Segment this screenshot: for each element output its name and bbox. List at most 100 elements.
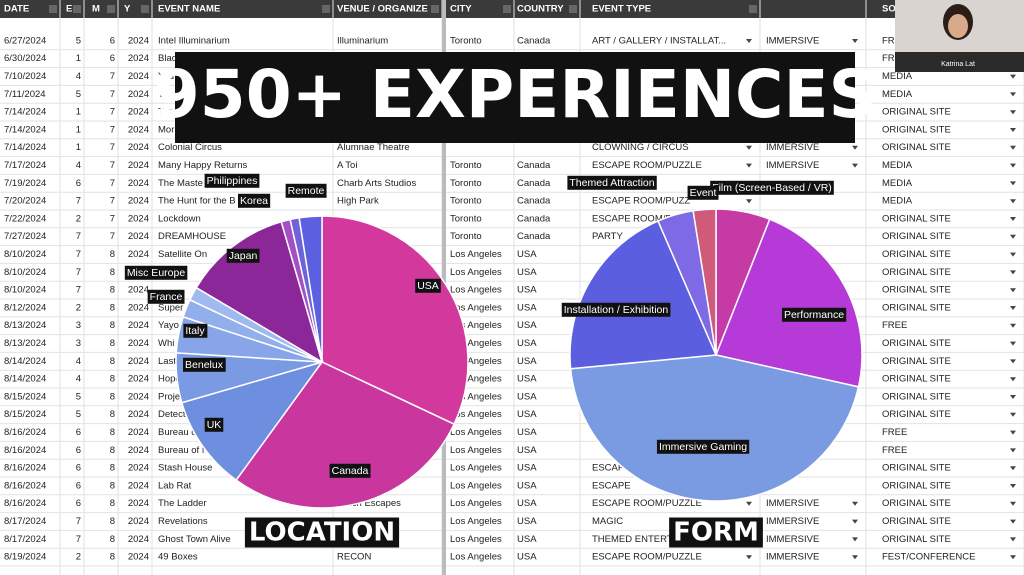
- label-background: [204, 173, 260, 188]
- cell: Los Angeles: [450, 285, 502, 296]
- cell: 8: [110, 498, 115, 509]
- cell: 2024: [128, 552, 149, 563]
- cell: ESCAPE ROOM/PUZZLE: [592, 160, 702, 171]
- dropdown-arrow: [852, 519, 858, 524]
- dropdown-arrow: [1010, 430, 1016, 435]
- cell: 8/16/2024: [4, 445, 46, 456]
- cell: 8/14/2024: [4, 374, 46, 385]
- cell: IMMERSIVE: [766, 498, 819, 509]
- cell: Los Angeles: [450, 480, 502, 491]
- cell: USA: [517, 445, 537, 456]
- column-header: VENUE / ORGANIZE: [337, 4, 428, 15]
- slice-label: Italy: [185, 325, 205, 337]
- cell: 6: [76, 480, 81, 491]
- label-background: [687, 185, 719, 200]
- cell: The Hunt for the B: [158, 196, 236, 207]
- cell: USA: [517, 285, 537, 296]
- filter-icon: [141, 5, 149, 13]
- cell: 8/16/2024: [4, 498, 46, 509]
- slice-label: Installation / Exhibition: [564, 304, 669, 316]
- cell: ORIGINAL SITE: [882, 534, 951, 545]
- cell: 8/17/2024: [4, 534, 46, 545]
- dropdown-arrow: [746, 145, 752, 150]
- cell: Los Angeles: [450, 516, 502, 527]
- dropdown-arrow: [1010, 199, 1016, 204]
- cell: Revelations: [158, 516, 208, 527]
- cell: 2024: [128, 445, 149, 456]
- cell: 7: [76, 534, 81, 545]
- cell: Bureau of: [158, 427, 200, 438]
- cell: Hatch Escapes: [337, 498, 401, 509]
- cell: ORIGINAL SITE: [882, 302, 951, 313]
- cell: Last: [158, 356, 176, 367]
- chart-title-background: [669, 517, 763, 548]
- dropdown-arrow: [852, 555, 858, 560]
- cell: 7/14/2024: [4, 107, 46, 118]
- cell: 2024: [128, 249, 149, 260]
- cell: FEST/CONFERENCE: [882, 552, 975, 563]
- cell: 7: [76, 231, 81, 242]
- cell: ORIGINAL SITE: [882, 463, 951, 474]
- cell: 8: [110, 285, 115, 296]
- cell: Los Angeles: [450, 463, 502, 474]
- cell: USA: [517, 427, 537, 438]
- dropdown-arrow: [1010, 341, 1016, 346]
- cell: Los Angeles: [450, 320, 502, 331]
- title-band: [175, 52, 855, 143]
- dropdown-arrow: [1010, 359, 1016, 364]
- cell: High Park: [337, 196, 379, 207]
- cell: 2024: [128, 427, 149, 438]
- cell: 8: [110, 409, 115, 420]
- cell: 49 Boxes: [158, 552, 198, 563]
- cell: IMMERSIVE: [766, 516, 819, 527]
- slice-label: UK: [207, 419, 222, 431]
- cell: MAGIC: [592, 516, 623, 527]
- cell: 8/16/2024: [4, 463, 46, 474]
- cell: ESCAPE: [592, 480, 631, 491]
- cell: 8: [110, 463, 115, 474]
- overlay-title: 950+ EXPERIENCES: [154, 56, 876, 133]
- cell: 2024: [128, 320, 149, 331]
- dropdown-arrow: [1010, 484, 1016, 488]
- cell: ORIGINAL SITE: [882, 356, 951, 367]
- cell: 2024: [128, 178, 149, 189]
- cell: 8/15/2024: [4, 409, 46, 420]
- label-background: [147, 289, 185, 304]
- webcam-body: [895, 52, 1024, 72]
- cell: Toronto: [450, 231, 482, 242]
- cell: ORIGINAL SITE: [882, 516, 951, 527]
- cell: 1: [76, 124, 81, 135]
- cell: 8: [110, 534, 115, 545]
- cell: 2024: [128, 142, 149, 153]
- label-background: [183, 323, 208, 338]
- pie-slice: [180, 360, 324, 482]
- cell: 2024: [128, 338, 149, 349]
- pie-slice: [298, 215, 323, 363]
- pie-slice: [235, 361, 456, 509]
- charts: USA Canada UK Benelux Italy France Misc Europe…: [124, 173, 863, 548]
- cell: Toronto: [450, 178, 482, 189]
- cell: 8: [110, 516, 115, 527]
- dropdown-arrow: [1010, 306, 1016, 310]
- cell: 2024: [128, 231, 149, 242]
- cell: 4: [76, 356, 81, 367]
- slice-label: USA: [417, 280, 439, 292]
- cell: ORIGINAL SITE: [882, 107, 951, 118]
- cell: Super: [158, 302, 183, 313]
- cell: 8/10/2024: [4, 285, 46, 296]
- cell: The Maste: [158, 178, 203, 189]
- cell: 2: [76, 552, 81, 563]
- slice-label: Canada: [332, 465, 369, 477]
- slice-label: Korea: [240, 195, 268, 207]
- filter-icon: [73, 5, 81, 13]
- cell: 7/14/2024: [4, 142, 46, 153]
- cell: USA: [517, 302, 537, 313]
- cell: Los Angeles: [450, 249, 502, 260]
- cell: 7: [76, 249, 81, 260]
- label-background: [124, 265, 188, 280]
- cell: 8/15/2024: [4, 391, 46, 402]
- cell: MEDIA: [882, 71, 913, 82]
- dropdown-arrow: [1010, 217, 1016, 221]
